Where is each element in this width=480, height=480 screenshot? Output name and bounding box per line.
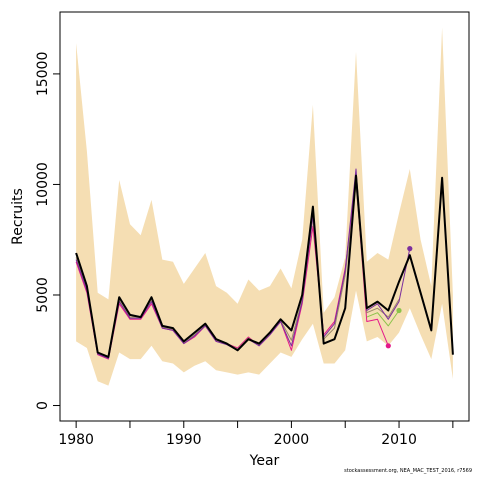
series-endpoint-4 bbox=[407, 246, 413, 252]
x-tick-label: 1990 bbox=[166, 432, 202, 448]
series-line-1 bbox=[75, 174, 454, 358]
series-line-5 bbox=[366, 310, 400, 327]
series-endpoint-5 bbox=[396, 307, 402, 314]
y-tick-label: 0 bbox=[35, 401, 51, 410]
x-tick-label: 2000 bbox=[274, 432, 310, 448]
y-tick-label: 15000 bbox=[35, 52, 51, 97]
x-tick-label: 1980 bbox=[58, 432, 94, 448]
confidence-band-layer bbox=[76, 27, 453, 386]
x-axis: 1980 1990 2000 2010 bbox=[58, 420, 454, 448]
y-tick-label: 5000 bbox=[35, 277, 51, 313]
x-axis-label: Year bbox=[249, 453, 280, 469]
y-axis: 0 5000 10000 15000 bbox=[35, 52, 61, 410]
series-endpoint-2 bbox=[385, 343, 391, 349]
series-layer bbox=[75, 168, 454, 360]
footer-credit: stockassessment.org, NEA_MAC_TEST_2016, … bbox=[344, 468, 472, 474]
y-axis-label: Recruits bbox=[10, 188, 26, 245]
x-tick-label: 2010 bbox=[381, 432, 417, 448]
confidence-band bbox=[76, 27, 453, 386]
y-tick-label: 10000 bbox=[35, 162, 51, 207]
